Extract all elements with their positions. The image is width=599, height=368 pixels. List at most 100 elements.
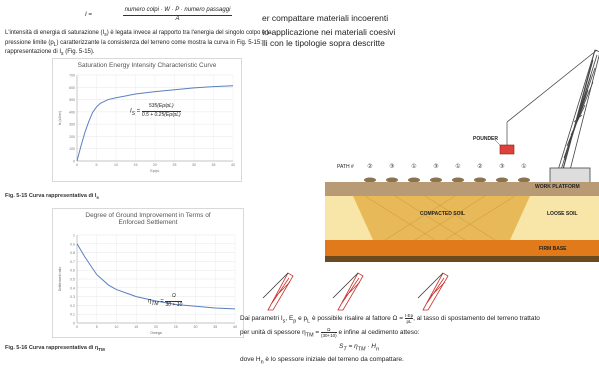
- fig2-caption-text: Fig. 5-16 Curva rappresentativa di η: [5, 345, 99, 351]
- x-tick-label: 40: [233, 325, 237, 329]
- top-formula-numerator: numero colpi · W · P · numero passaggi: [122, 7, 233, 16]
- pounder-icon: [499, 144, 515, 155]
- br-text: Dai parametri I: [240, 315, 283, 323]
- path-number: ①: [411, 163, 416, 170]
- br-text: è possibile risalire al fattore Ω =: [310, 315, 403, 323]
- chart2-formula-eq: =: [160, 298, 164, 305]
- x-tick-label: 0: [76, 325, 78, 329]
- right-top-text: er compattare materiali incoerenti to ap…: [262, 13, 412, 49]
- br-eta-den: (30+10): [321, 332, 337, 338]
- dynamic-compaction-diagram: POUNDER PATH # ② ③ ① ③ ① ② ③ ① WORK PLATFORM CO…: [325, 49, 599, 262]
- right-text-line: lli con le tipologie sopra descritte: [262, 38, 385, 48]
- series-line: [76, 85, 234, 162]
- path-number: ①: [521, 163, 526, 170]
- top-formula-lhs: I =: [85, 12, 92, 18]
- br-text: è lo spessore iniziale del terreno da co…: [263, 356, 404, 364]
- br-sub: T: [343, 346, 347, 353]
- br-sub: p: [293, 318, 297, 325]
- top-formula: I = numero colpi · W · P · numero passag…: [85, 7, 250, 23]
- br-formula-s: S: [339, 343, 344, 351]
- crater-icon: [408, 177, 420, 183]
- y-tick-label: 0.7: [70, 260, 75, 264]
- chart2-title: Degree of Ground Improvement in Terms of…: [85, 212, 211, 226]
- crater-icon: [474, 177, 486, 183]
- y-tick-label: 200: [69, 135, 75, 139]
- y-tick-label: 0.6: [70, 269, 75, 273]
- fig2-caption: Fig. 5-16 Curva rappresentativa di ηTM: [5, 345, 105, 352]
- x-tick-label: 15: [134, 325, 138, 329]
- crater-icon: [364, 177, 376, 183]
- path-label: PATH #: [337, 164, 354, 170]
- chart1-formula-lhs-sub: S: [131, 110, 136, 117]
- compaction-lines: [364, 195, 516, 241]
- crater-icon: [518, 177, 530, 183]
- para-text: (Fig. 5-15).: [63, 49, 95, 56]
- y-tick-label: 600: [69, 86, 75, 90]
- chart1-formula-den: 0.5 + 0.25(Ep/pL): [141, 111, 181, 118]
- bottom-right-text: Dai parametri Is, Ep e pL è possibile ri…: [240, 313, 598, 368]
- compacted-soil-label: COMPACTED SOIL: [420, 211, 465, 217]
- firm-base-label: FIRM BASE: [539, 246, 567, 252]
- y-axis-label: Settlement ratio: [58, 267, 62, 292]
- br-sub: L: [307, 318, 311, 325]
- chart1-title: Saturation Energy Intensity Characterist…: [77, 62, 217, 69]
- br-line3: dove Hn è lo spessore iniziale del terre…: [240, 355, 598, 367]
- br-settlement-formula: ST = ηTM · Hn: [240, 342, 478, 354]
- para-text: L'intensità di energia di saturazione (I: [5, 30, 105, 36]
- path-number: ②: [367, 163, 372, 170]
- para-text: pressione limite (p: [5, 39, 54, 46]
- y-tick-label: 100: [69, 147, 75, 151]
- x-axis-label: Omega: [150, 331, 162, 335]
- crater-icon: [430, 177, 442, 183]
- y-tick-label: 0.4: [70, 286, 75, 290]
- right-text-line: to applicazione nei materiali coesivi: [262, 27, 396, 37]
- chart2-formula: ηTM = Ω 30 + 10: [148, 293, 208, 309]
- y-tick-label: 1: [73, 234, 75, 238]
- para-sub: s: [61, 51, 64, 58]
- br-text: e infine al cedimento atteso:: [336, 328, 420, 336]
- ground-improvement-chart: Degree of Ground Improvement in Terms of…: [52, 208, 244, 338]
- y-tick-label: 400: [69, 110, 75, 114]
- path-number: ③: [433, 163, 438, 170]
- y-tick-label: 0: [73, 322, 75, 326]
- x-tick-label: 35: [213, 325, 217, 329]
- crane-sketches: [262, 272, 449, 311]
- para-text: rappresentazione di I: [5, 49, 62, 56]
- x-tick-label: 10: [115, 325, 119, 329]
- path-numbers: ② ③ ① ③ ① ② ③ ①: [364, 163, 530, 183]
- saturation-energy-chart: Saturation Energy Intensity Characterist…: [52, 58, 242, 182]
- y-tick-label: 0: [73, 160, 75, 164]
- pounder-label: POUNDER: [473, 136, 498, 142]
- chart2-formula-num: Ω: [165, 293, 183, 302]
- path-number: ③: [389, 163, 394, 170]
- para-sub: s: [104, 32, 107, 39]
- work-platform-layer: [325, 182, 599, 196]
- work-platform-label: WORK PLATFORM: [535, 184, 580, 190]
- br-sub: s: [282, 318, 286, 325]
- br-text: =: [313, 328, 320, 336]
- br-text: , E: [285, 315, 294, 323]
- x-tick-label: 5: [96, 163, 98, 167]
- x-tick-label: 25: [173, 163, 177, 167]
- x-tick-label: 40: [231, 163, 235, 167]
- right-text-line: er compattare materiali incoerenti: [262, 13, 389, 23]
- crane-sketch-icon: [332, 272, 364, 311]
- br-sub: n: [375, 346, 379, 353]
- br-sub: TM: [357, 346, 366, 353]
- fig1-caption-text: Fig. 5-15 Curva rappresentativa di I: [5, 193, 97, 199]
- crater-icon: [452, 177, 464, 183]
- x-tick-label: 5: [96, 325, 98, 329]
- y-tick-label: 300: [69, 123, 75, 127]
- y-tick-label: 0.8: [70, 251, 75, 255]
- x-tick-label: 0: [76, 163, 78, 167]
- crane-sketch-icon: [417, 272, 449, 311]
- x-tick-label: 15: [134, 163, 138, 167]
- x-tick-label: 30: [192, 163, 196, 167]
- x-axis-label: Ep/pL: [150, 169, 159, 173]
- fig1-caption: Fig. 5-15 Curva rappresentativa di Is: [5, 193, 99, 200]
- chart2-formula-den: 30 + 10: [165, 301, 183, 308]
- br-text: dove H: [240, 356, 261, 364]
- para-sub: L: [53, 41, 57, 48]
- br-sub: TM: [305, 332, 314, 339]
- br-text: per unità di spessore η: [240, 328, 306, 336]
